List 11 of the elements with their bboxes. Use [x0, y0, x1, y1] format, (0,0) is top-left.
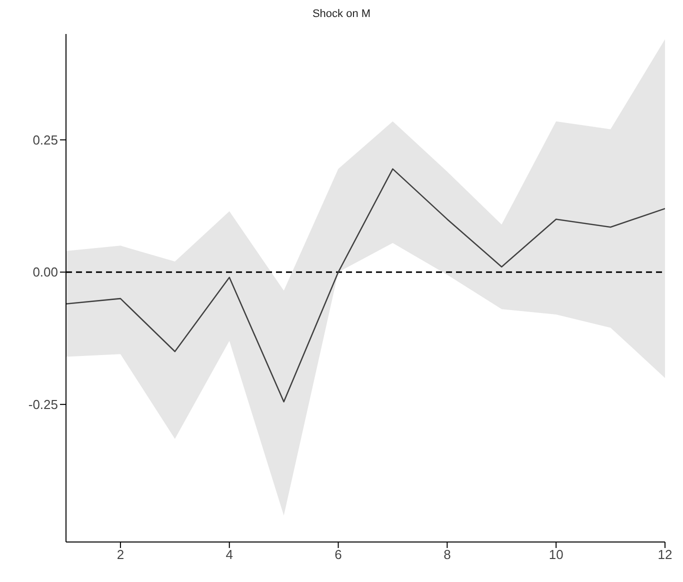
- y-tick-label: 0.00: [32, 264, 58, 280]
- x-tick-label: 2: [116, 547, 124, 562]
- y-tick-label: -0.25: [28, 397, 58, 412]
- x-tick-label: 6: [334, 547, 342, 562]
- x-tick-label: 8: [444, 547, 451, 562]
- x-tick-label: 4: [226, 547, 233, 562]
- x-tick-label: 10: [548, 547, 564, 562]
- chart-title: Shock on M: [311, 8, 372, 22]
- line-series: [66, 168, 665, 402]
- x-tick-label: 12: [658, 547, 672, 562]
- y-tick-label: 0.25: [32, 132, 58, 148]
